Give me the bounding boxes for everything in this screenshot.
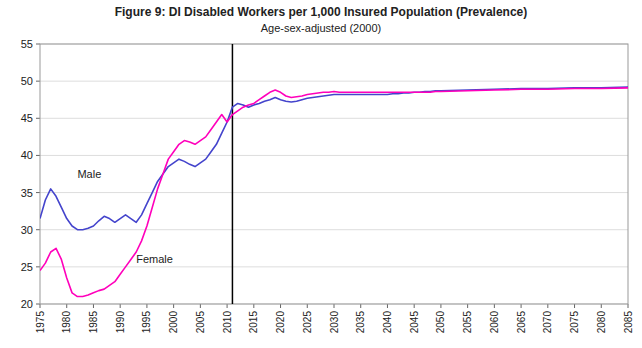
tick-mark (36, 192, 40, 193)
tick-mark (521, 304, 522, 308)
series-labels: Male Female (77, 168, 172, 265)
tick-label: 2035 (355, 311, 366, 334)
tick-label: 1985 (88, 311, 99, 334)
series-line (40, 88, 628, 297)
tick-label: 2050 (435, 311, 446, 334)
tick-label: 1990 (115, 311, 126, 334)
series-line (40, 87, 628, 230)
tick-mark (387, 304, 388, 308)
tick-mark (146, 304, 147, 308)
tick-mark (601, 304, 602, 308)
tick-mark (36, 266, 40, 267)
tick-label: 2080 (596, 311, 607, 334)
grid-line (40, 118, 628, 119)
tick-label: 2000 (168, 311, 179, 334)
tick-label: 2005 (195, 311, 206, 334)
tick-label: 2060 (489, 311, 500, 334)
tick-mark (574, 304, 575, 308)
series-label: Male (77, 168, 101, 180)
tick-mark (93, 304, 94, 308)
chart-container: Figure 9: DI Disabled Workers per 1,000 … (0, 0, 642, 348)
tick-mark (36, 229, 40, 230)
tick-label: 2065 (516, 311, 527, 334)
plot-frame (40, 44, 628, 304)
plot-area (40, 44, 628, 304)
tick-label: 40 (21, 149, 33, 161)
tick-label: 50 (21, 75, 33, 87)
reference-line (232, 44, 234, 304)
tick-label: 2030 (329, 311, 340, 334)
tick-mark (414, 304, 415, 308)
tick-mark (227, 304, 228, 308)
axes: 2025303540455055197519801985199019952000… (21, 38, 634, 333)
tick-mark (36, 155, 40, 156)
series-label: Female (136, 253, 173, 265)
grid-line (40, 266, 628, 267)
tick-mark (253, 304, 254, 308)
chart-svg: Figure 9: DI Disabled Workers per 1,000 … (0, 0, 642, 348)
tick-label: 2025 (302, 311, 313, 334)
tick-label: 1980 (61, 311, 72, 334)
tick-mark (334, 304, 335, 308)
tick-label: 20 (21, 298, 33, 310)
tick-label: 2045 (409, 311, 420, 334)
tick-mark (547, 304, 548, 308)
title: Figure 9: DI Disabled Workers per 1,000 … (115, 5, 528, 19)
tick-label: 55 (21, 38, 33, 50)
tick-mark (36, 44, 40, 45)
tick-mark (494, 304, 495, 308)
tick-mark (36, 81, 40, 82)
grid-line (40, 155, 628, 156)
tick-mark (360, 304, 361, 308)
tick-label: 2040 (382, 311, 393, 334)
tick-mark (307, 304, 308, 308)
tick-label: 2015 (248, 311, 259, 334)
tick-mark (120, 304, 121, 308)
tick-mark (440, 304, 441, 308)
tick-mark (173, 304, 174, 308)
tick-label: 2055 (462, 311, 473, 334)
tick-label: 35 (21, 187, 33, 199)
tick-label: 45 (21, 112, 33, 124)
tick-label: 2085 (623, 311, 634, 334)
tick-label: 1975 (35, 311, 46, 334)
tick-label: 2020 (275, 311, 286, 334)
tick-label: 2070 (542, 311, 553, 334)
tick-mark (40, 304, 41, 308)
grid-line (40, 229, 628, 230)
tick-mark (280, 304, 281, 308)
tick-mark (200, 304, 201, 308)
tick-label: 1995 (141, 311, 152, 334)
tick-mark (66, 304, 67, 308)
grid-line (40, 81, 628, 82)
tick-mark (467, 304, 468, 308)
grid-line (40, 192, 628, 193)
tick-label: 2075 (569, 311, 580, 334)
tick-label: 2010 (222, 311, 233, 334)
subtitle: Age-sex-adjusted (2000) (261, 22, 381, 34)
tick-mark (36, 304, 40, 305)
tick-mark (36, 118, 40, 119)
tick-label: 25 (21, 261, 33, 273)
tick-label: 30 (21, 224, 33, 236)
tick-mark (628, 304, 629, 308)
